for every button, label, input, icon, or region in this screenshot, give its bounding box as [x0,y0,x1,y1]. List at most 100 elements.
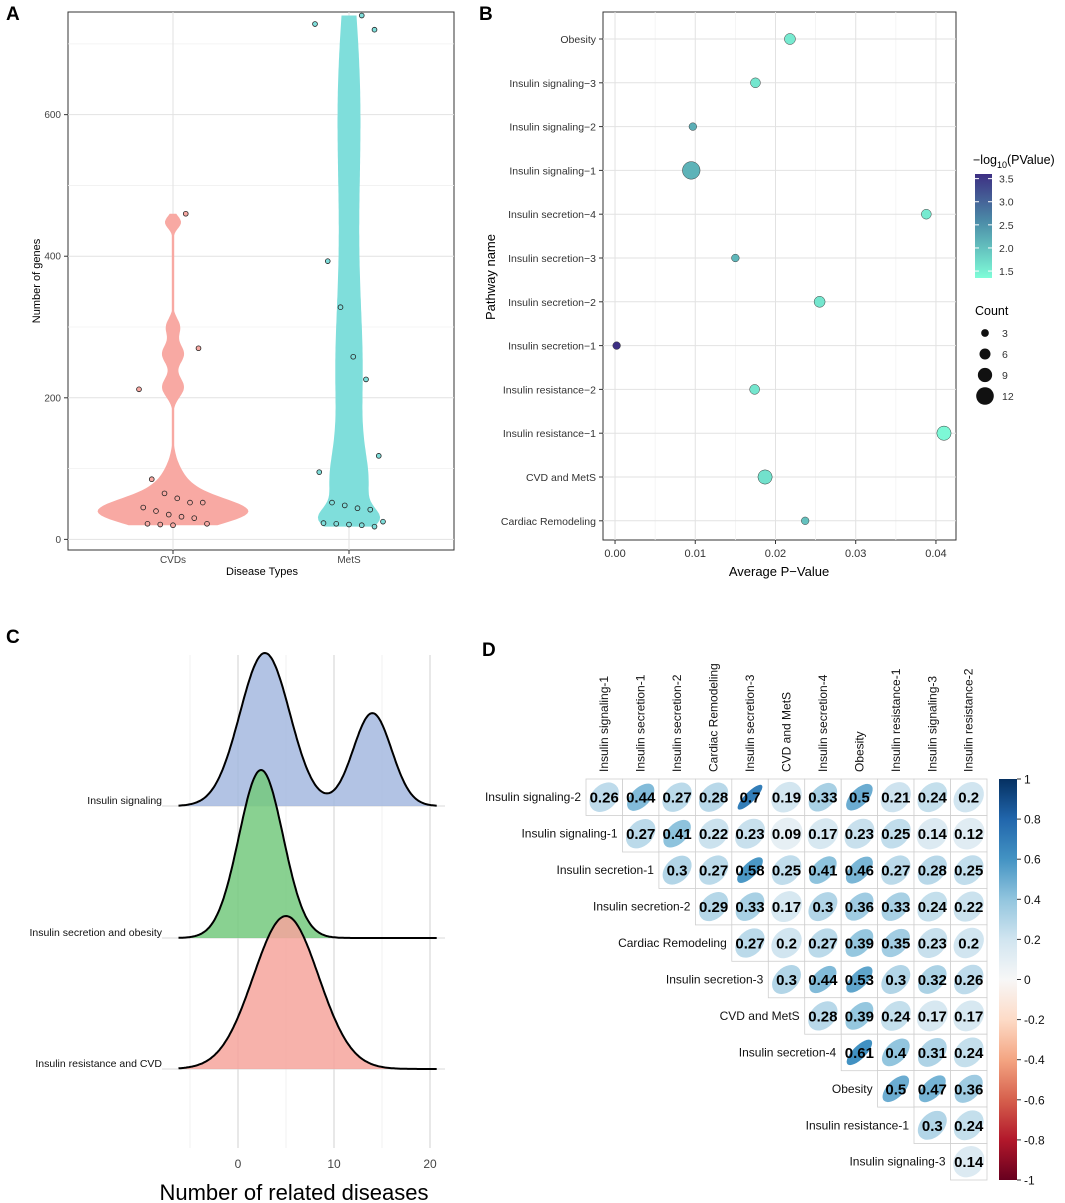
pathway-point [682,161,701,180]
correlation-value: 0.47 [918,1081,947,1098]
correlation-value: 0.23 [918,936,947,953]
correlation-value: 0.35 [881,936,910,953]
correlation-ellipse [953,855,984,885]
correlation-ellipse [771,891,802,923]
correlation-value: 0.12 [954,826,983,843]
row-label: Insulin signaling-3 [849,1155,945,1169]
x-tick-label: 0 [235,1157,242,1171]
panel-d-chart: Insulin signaling-1 Insulin secretion-1 In… [485,663,1045,1187]
ridge-outline [178,651,437,807]
x-tick-label: 20 [423,1157,437,1171]
panel-b-chart: Obesity Insulin signaling−3 Insulin signal… [483,11,1055,579]
correlation-value: 0.17 [954,1008,983,1025]
correlation-value: 0.24 [918,899,948,916]
colorbar-label: -1 [1024,1174,1035,1188]
panel-label-b: B [479,4,493,25]
correlation-value: 0.25 [772,863,801,880]
size-legend-label: 12 [1002,391,1014,403]
correlation-ellipse [809,965,837,994]
data-point-mets [358,12,365,19]
correlation-ellipse [918,1075,946,1103]
correlation-value: 0.24 [954,1118,984,1135]
row-label: Insulin secretion-3 [666,973,764,987]
correlation-value: 0.5 [849,790,870,807]
data-point-cvds [204,521,210,527]
correlation-ellipse [953,1146,985,1178]
correlation-ellipse [808,782,838,812]
panel-a-ylabel: Number of genes [31,238,43,323]
correlation-ellipse [845,1002,874,1030]
data-point-mets [354,505,361,512]
panel-a-plot-area [67,11,455,551]
pathway-point [612,341,621,350]
correlation-ellipse [845,892,874,921]
data-point-cvds [187,499,193,506]
row-label: Insulin secretion-2 [593,900,691,914]
panel-label-d: D [482,640,496,661]
correlation-value: 0.39 [845,936,874,953]
panel-b-xlabel: Average P−Value [729,564,829,579]
size-legend-title: Count [975,304,1009,318]
x-tick-label: MetS [337,555,361,566]
correlation-ellipse [917,1037,947,1067]
pathway-point [936,425,952,441]
correlation-value: 0.26 [590,790,619,807]
ridge-area [178,916,437,1069]
correlation-ellipse [772,965,801,994]
data-point-mets [337,304,344,310]
correlation-value: 0.14 [918,826,948,843]
y-tick-label: Insulin secretion−1 [508,341,596,353]
colorbar-label: 0.4 [1024,893,1041,907]
correlation-value: 0.36 [845,899,874,916]
correlation-value: 0.3 [812,899,833,916]
ridge-label: Insulin signaling [87,795,162,807]
correlation-value: 0.14 [954,1154,984,1171]
color-legend-title-post: (PValue) [1007,153,1055,167]
correlation-ellipse [770,817,803,850]
violin-cvds [97,213,249,526]
colorbar-label: -0.6 [1024,1093,1045,1107]
row-label: Insulin signaling-1 [521,827,617,841]
correlation-value: 0.28 [808,1008,837,1025]
pathway-point [749,384,760,395]
correlation-ellipse [881,892,911,921]
correlation-value: 0.2 [776,936,797,953]
panel-a-xlabel: Disease Types [226,566,298,578]
correlation-value: 0.36 [954,1081,983,1098]
pathway-point [921,209,932,220]
row-label: Insulin signaling-2 [485,790,581,804]
correlation-value: 0.3 [776,972,797,989]
color-legend-label: 3.0 [999,197,1014,209]
data-point-mets [329,499,335,506]
data-point-mets [375,453,382,459]
correlation-value: 0.33 [808,790,837,807]
size-legend-dot [979,348,991,360]
correlation-value: 0.23 [735,826,764,843]
correlation-value: 0.2 [958,790,979,807]
correlation-ellipse [735,892,765,921]
y-tick-label: Insulin signaling−3 [509,78,596,90]
correlation-value: 0.22 [699,826,728,843]
panel-b-ylabel: Pathway name [483,234,498,320]
correlation-value: 0.3 [922,1118,943,1135]
y-tick-label: Insulin resistance−2 [503,384,596,396]
data-point-mets [363,376,369,383]
correlation-ellipse [917,855,947,885]
color-legend-title-log: −log [973,153,997,167]
colorbar-label: -0.8 [1024,1133,1045,1147]
correlation-ellipse [881,855,911,885]
x-tick-label: 0.04 [925,548,946,560]
column-label: Obesity [852,731,866,772]
y-tick-label: Insulin secretion−3 [508,253,596,265]
data-point-mets [367,506,374,513]
correlation-ellipse [845,856,873,884]
correlation-ellipse [953,891,984,922]
correlation-value: 0.41 [808,863,837,880]
correlation-ellipse [771,855,802,885]
y-tick-label: Insulin secretion−4 [508,209,596,221]
correlation-ellipse [917,965,947,994]
correlation-ellipse [880,782,911,813]
correlation-value: 0.24 [881,1008,911,1025]
y-tick-label: 600 [44,110,61,121]
